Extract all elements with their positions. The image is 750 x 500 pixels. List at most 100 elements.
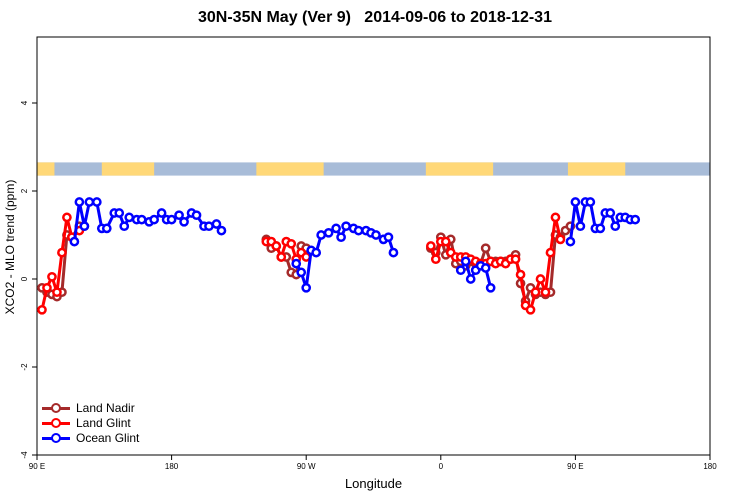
data-point [74, 197, 85, 207]
data-point [570, 197, 581, 207]
legend-label: Ocean Glint [76, 430, 140, 445]
data-point [535, 274, 546, 284]
legend-item-land-glint: Land Glint [42, 415, 139, 430]
data-point [440, 236, 451, 247]
axes: -4 -2 0 2 4 90 E 180 90 W 0 90 E 180 [20, 100, 717, 471]
data-point [485, 282, 496, 293]
y-tick-label: 4 [20, 100, 29, 105]
data-point [555, 234, 566, 245]
y-tick-label: -4 [20, 451, 29, 459]
data-point [311, 247, 322, 258]
data-point [114, 208, 125, 218]
data-point [296, 267, 307, 278]
legend-swatch-land-glint [42, 417, 70, 429]
y-tick-label: -2 [20, 363, 29, 371]
data-point [37, 304, 47, 315]
data-point [84, 197, 95, 207]
data-point [331, 223, 341, 234]
x-axis-label: Longitude [344, 476, 403, 491]
data-point [550, 212, 561, 223]
data-point [179, 216, 189, 227]
legend-item-ocean-glint: Ocean Glint [42, 430, 139, 445]
data-point [101, 223, 112, 234]
x-tick-label: 90 W [297, 462, 316, 471]
data-point [191, 210, 202, 221]
data-point [565, 236, 576, 247]
land-strip [567, 162, 626, 176]
data-point [371, 230, 381, 240]
x-tick-label: 180 [165, 462, 179, 471]
data-point [271, 241, 282, 251]
data-point [291, 258, 302, 269]
data-point [525, 304, 536, 315]
data-point [47, 271, 57, 282]
data-point [480, 243, 491, 254]
data-point [630, 214, 641, 225]
legend-label: Land Glint [76, 415, 131, 430]
data-point [455, 265, 466, 276]
data-point [460, 256, 471, 267]
data-point [430, 254, 441, 265]
x-tick-label: 90 E [29, 462, 45, 471]
data-point [211, 219, 222, 229]
data-point [575, 221, 586, 232]
data-point [341, 221, 351, 232]
data-point [91, 197, 102, 207]
data-point [42, 282, 52, 293]
data-point [156, 208, 167, 218]
data-point [388, 247, 399, 258]
data-point [510, 254, 521, 265]
legend-swatch-land-nadir [42, 402, 70, 414]
data-point [149, 214, 160, 225]
land-ocean-strip [37, 162, 710, 176]
data-point [286, 238, 297, 249]
data-point [136, 214, 147, 225]
chart-title: 30N-35N May (Ver 9) 2014-09-06 to 2018-1… [198, 9, 552, 26]
data-point [465, 274, 476, 284]
data-point [301, 282, 312, 293]
land-strip [37, 162, 55, 176]
data-point [353, 225, 364, 236]
data-point [52, 287, 62, 298]
data-point [57, 247, 67, 258]
series-layer [37, 197, 641, 315]
data-point [62, 212, 72, 223]
legend-item-land-nadir: Land Nadir [42, 400, 139, 415]
data-point [383, 232, 394, 243]
data-point [174, 210, 184, 221]
data-point [323, 227, 334, 238]
data-point [480, 263, 491, 273]
x-tick-label: 0 [439, 462, 444, 471]
data-point [585, 197, 596, 207]
land-strip [101, 162, 155, 176]
data-point [530, 287, 541, 298]
legend: Land Nadir Land Glint Ocean Glint [42, 400, 139, 445]
data-point [69, 236, 80, 247]
legend-label: Land Nadir [76, 400, 135, 415]
x-tick-label: 90 E [567, 462, 583, 471]
x-tick-label: 180 [703, 462, 717, 471]
data-point [595, 223, 606, 234]
land-strip [425, 162, 494, 176]
data-point [515, 269, 526, 280]
data-point [605, 208, 616, 218]
data-point [204, 221, 214, 232]
data-point [166, 214, 177, 225]
data-point [425, 241, 436, 251]
data-point [124, 212, 135, 223]
legend-swatch-ocean-glint [42, 432, 70, 444]
y-tick-label: 2 [20, 188, 29, 193]
data-point [540, 287, 551, 298]
series-ocean-glint [69, 197, 641, 293]
data-point [119, 221, 130, 232]
land-strip [256, 162, 324, 176]
data-point [545, 247, 556, 258]
data-point [336, 232, 346, 243]
data-point [79, 221, 90, 232]
data-point [216, 225, 227, 236]
data-point [610, 221, 621, 232]
y-axis-label: XCO2 - MLO trend (ppm) [3, 179, 17, 315]
ocean-strip [37, 162, 710, 176]
plot-frame [36, 36, 711, 456]
